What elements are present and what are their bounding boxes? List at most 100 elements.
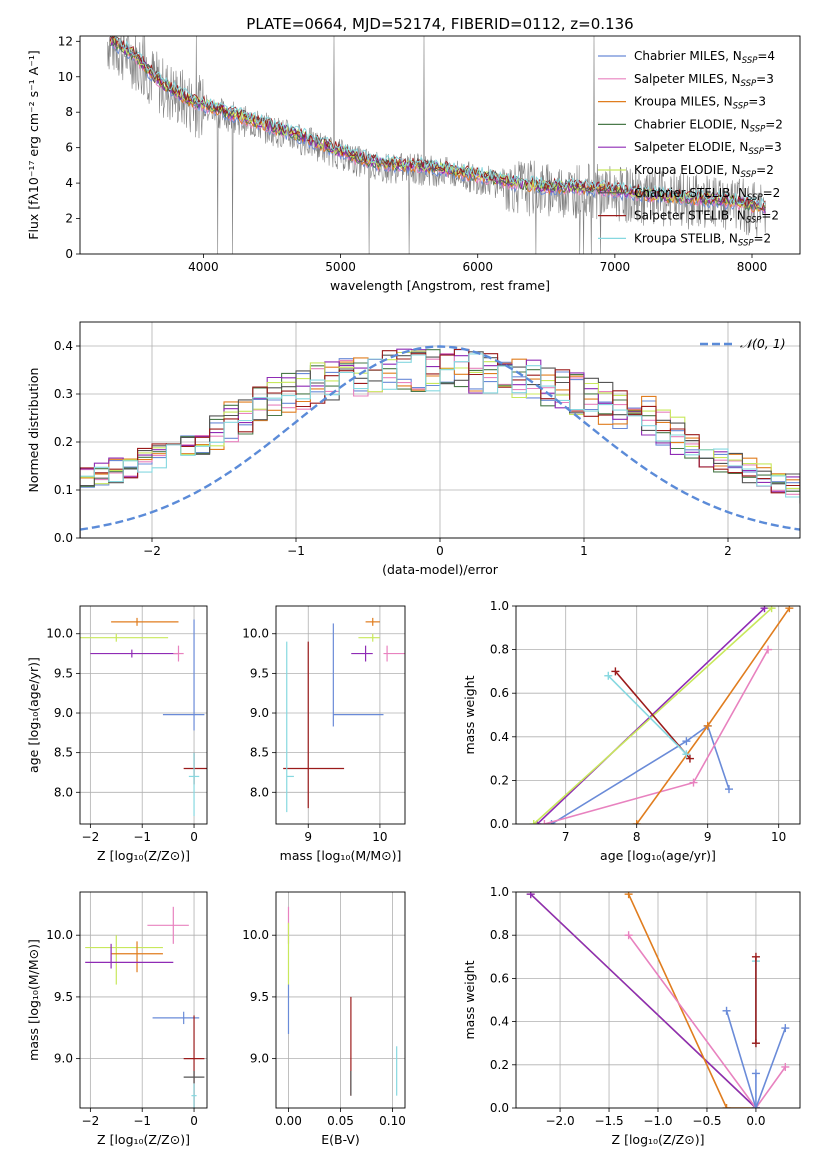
y-tick-label: 0.0 [54, 531, 73, 545]
legend-label: Chabrier MILES, NSSP=4 [634, 49, 775, 66]
y-tick-label: 8.5 [54, 746, 73, 760]
massweight-vs-age-plot [529, 606, 794, 824]
y-tick-label: 8.5 [250, 746, 269, 760]
y-tick-label: 6 [65, 141, 73, 155]
series-chabrier-miles [551, 724, 730, 824]
x-tick-label: −1.0 [643, 1114, 672, 1128]
legend-label-text: Chabrier MILES, N [634, 49, 742, 63]
histogram-salpeter-stelib [80, 348, 800, 538]
y-axis-label: mass weight [462, 675, 477, 754]
massweight-vs-age-frame [515, 605, 801, 825]
massweight-vs-Z-plot [526, 892, 790, 1108]
y-tick-label: 0.4 [54, 339, 73, 353]
y-tick-label: 9.0 [250, 1052, 269, 1066]
x-tick-label: 7 [562, 830, 570, 844]
series-salpeter-elodie [530, 893, 757, 1108]
x-tick-label: 0.10 [379, 1114, 406, 1128]
y-axis-label: age [log₁₀(age/yr)] [26, 657, 41, 773]
normal-curve [80, 345, 800, 531]
y-tick-label: 0.2 [490, 1058, 509, 1072]
x-tick-label: −2 [82, 830, 100, 844]
x-tick-label: −1 [133, 1114, 151, 1128]
legend-label-sub: SSP [741, 170, 757, 180]
x-tick-label: −0.5 [692, 1114, 721, 1128]
legend-label: 𝒩(0, 1) [740, 336, 786, 351]
y-tick-label: 0.2 [490, 773, 509, 787]
y-tick-label: 0.4 [490, 1015, 509, 1029]
legend-label-sub: SSP [746, 216, 762, 226]
x-tick-label: 9 [304, 830, 312, 844]
histogram-chabrier-elodie [80, 349, 800, 538]
x-tick-label: −1 [287, 544, 305, 558]
legend-label: Chabrier STELIB, NSSP=2 [634, 186, 780, 203]
series-salpeter-miles [627, 934, 786, 1108]
x-tick-label: 0 [436, 544, 444, 558]
legend-label-text: Salpeter STELIB, N [634, 209, 746, 223]
y-tick-label: 1.0 [490, 599, 509, 613]
y-tick-label: 1.0 [490, 885, 509, 899]
spectrum-plot [107, 36, 766, 254]
y-tick-label: 0.2 [54, 435, 73, 449]
y-tick-label: 0.1 [54, 483, 73, 497]
legend-label-sub: SSP [750, 124, 766, 134]
y-tick-label: 10.0 [46, 627, 73, 641]
massweight-vs-Z-axes: −2.0 −1.5 −1.0 −0.5 0.0 0.0 0.2 0.4 0.6 0.8 1.0 Z [… [462, 885, 800, 1147]
x-axis-label: wavelength [Angstrom, rest frame] [330, 278, 550, 293]
y-tick-label: 10 [58, 70, 73, 84]
y-tick-label: 0.4 [490, 730, 509, 744]
x-tick-label: 9 [704, 830, 712, 844]
x-tick-label: 0.05 [327, 1114, 354, 1128]
x-tick-label: −1.5 [594, 1114, 623, 1128]
age-vs-Z-frame [79, 605, 208, 825]
legend-label-sub: SSP [747, 193, 763, 203]
legend-label: Kroupa ELODIE, NSSP=2 [634, 163, 774, 180]
legend-label-sub: SSP [742, 56, 758, 66]
observed-spectrum [107, 36, 766, 254]
x-tick-label: −2 [82, 1114, 100, 1128]
legend-label-text: Kroupa STELIB, N [634, 231, 738, 245]
y-tick-label: 0.6 [490, 971, 509, 985]
spectrum-axes: 4000 5000 6000 7000 8000 0 2 4 6 8 10 12 wavelength … [26, 34, 767, 293]
legend-label-sub: SSP [738, 238, 754, 248]
y-tick-label: 12 [58, 34, 73, 48]
legend-label-eq: =2 [765, 117, 783, 131]
age-vs-Z-plot [80, 617, 207, 817]
legend-label-text: Chabrier ELODIE, N [634, 117, 750, 131]
y-tick-label: 2 [65, 212, 73, 226]
panels: 4000 5000 6000 7000 8000024681012wavelength … [26, 34, 801, 1147]
x-axis-label: age [log₁₀(age/yr)] [600, 848, 716, 863]
mass-vs-EBV-axes: 0.00 0.05 0.10 9.0 9.5 10.0 E(B-V) [242, 892, 406, 1147]
x-tick-label: 1 [580, 544, 588, 558]
y-tick-label: 0.0 [490, 817, 509, 831]
legend-label: Chabrier ELODIE, NSSP=2 [634, 117, 783, 134]
mass-vs-EBV-plot [287, 906, 398, 1096]
y-tick-label: 10.0 [242, 928, 269, 942]
y-tick-label: 0.8 [490, 928, 509, 942]
legend-label-eq: =2 [763, 186, 781, 200]
y-tick-label: 8.0 [250, 785, 269, 799]
age-vs-mass-axes: 9 10 8.0 8.5 9.0 9.5 10.0 mass [log₁₀(M/M⊙)] [242, 606, 405, 863]
legend-label-text: Chabrier STELIB, N [634, 186, 747, 200]
y-tick-label: 10.0 [242, 627, 269, 641]
legend-label: Salpeter STELIB, NSSP=2 [634, 209, 779, 226]
residuals-axes: −2 −1 0 1 2 0.0 0.1 0.2 0.3 0.4 (data-model)/error… [26, 322, 800, 577]
model-kroupa-stelib [110, 36, 766, 208]
y-tick-label: 0.6 [490, 686, 509, 700]
legend-label-text: Salpeter ELODIE, N [634, 140, 748, 154]
age-vs-mass-plot [283, 617, 405, 813]
legend-label-eq: =2 [761, 209, 779, 223]
legend-label-text: Kroupa MILES, N [634, 95, 733, 109]
legend-label-eq: =2 [756, 163, 774, 177]
y-tick-label: 9.0 [54, 706, 73, 720]
legend-label-eq: =3 [764, 140, 782, 154]
legend-label-text: Salpeter MILES, N [634, 72, 741, 86]
x-tick-label: −1 [133, 830, 151, 844]
y-tick-label: 9.5 [250, 990, 269, 1004]
residuals-plot [80, 345, 800, 538]
massweight-vs-Z-frame [515, 891, 801, 1109]
series-kroupa-miles [627, 893, 756, 1108]
histogram-kroupa-elodie [80, 350, 800, 538]
x-tick-label: 4000 [188, 260, 219, 274]
legend-label-sub: SSP [748, 147, 764, 157]
